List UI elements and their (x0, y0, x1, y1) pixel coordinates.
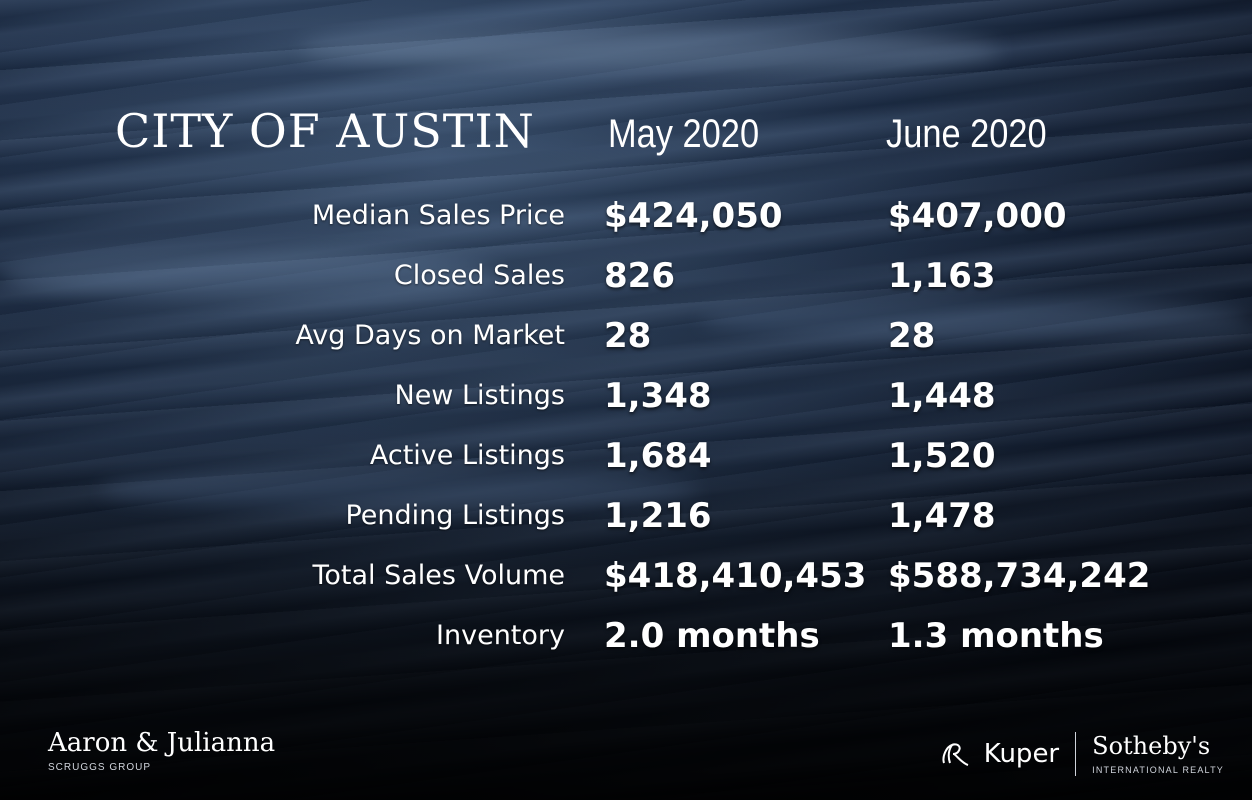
water-highlight (100, 470, 700, 510)
column-header-june: June 2020 (886, 112, 1047, 156)
may-value: $424,050 (604, 196, 783, 236)
table-row: Closed Sales 826 1,163 (0, 250, 1252, 310)
may-value: 28 (604, 316, 652, 356)
may-value: 1,684 (604, 436, 712, 476)
june-value: 1,478 (888, 496, 996, 536)
june-value: 1.3 months (888, 616, 1104, 656)
agent-group: SCRUGGS GROUP (48, 762, 152, 773)
row-label: New Listings (394, 380, 566, 411)
brokerage-brand: Kuper Sotheby's INTERNATIONAL REALTY (938, 732, 1224, 776)
row-label: Total Sales Volume (312, 560, 565, 591)
column-header-may: May 2020 (608, 112, 760, 156)
sothebys-name: Sotheby's (1092, 732, 1211, 760)
sothebys-subtitle: INTERNATIONAL REALTY (1092, 765, 1224, 775)
kuper-name: Kuper (983, 739, 1060, 769)
may-value: 1,348 (604, 376, 712, 416)
row-label: Closed Sales (393, 260, 565, 291)
june-value: $588,734,242 (888, 556, 1151, 596)
water-highlight (0, 250, 500, 300)
water-highlight (700, 300, 1250, 340)
table-row: Active Listings 1,684 1,520 (0, 430, 1252, 490)
june-value: 28 (888, 316, 936, 356)
stats-table: Median Sales Price $424,050 $407,000 Clo… (0, 190, 1252, 670)
may-value: 2.0 months (604, 616, 820, 656)
row-label: Active Listings (369, 440, 565, 471)
agent-brand: Aaron & Julianna SCRUGGS GROUP (48, 728, 275, 773)
may-value: $418,410,453 (604, 556, 867, 596)
june-value: 1,520 (888, 436, 996, 476)
brand-divider (1075, 732, 1077, 776)
table-row: Inventory 2.0 months 1.3 months (0, 610, 1252, 670)
water-highlight (300, 30, 1000, 70)
table-row: Pending Listings 1,216 1,478 (0, 490, 1252, 550)
kuper-logo-icon (942, 743, 969, 766)
row-label: Inventory (436, 620, 565, 651)
table-row: Avg Days on Market 28 28 (0, 310, 1252, 370)
agent-name: Aaron & Julianna (48, 728, 276, 758)
table-row: New Listings 1,348 1,448 (0, 370, 1252, 430)
may-value: 826 (604, 256, 675, 296)
june-value: 1,163 (888, 256, 996, 296)
table-row: Total Sales Volume $418,410,453 $588,734… (0, 550, 1252, 610)
sothebys-logo: Sotheby's INTERNATIONAL REALTY (1092, 733, 1224, 775)
june-value: 1,448 (888, 376, 996, 416)
may-value: 1,216 (604, 496, 712, 536)
page-title: CITY OF AUSTIN (115, 104, 535, 158)
row-label: Pending Listings (345, 500, 565, 531)
row-label: Avg Days on Market (295, 320, 565, 351)
row-label: Median Sales Price (311, 200, 565, 231)
table-row: Median Sales Price $424,050 $407,000 (0, 190, 1252, 250)
june-value: $407,000 (888, 196, 1067, 236)
